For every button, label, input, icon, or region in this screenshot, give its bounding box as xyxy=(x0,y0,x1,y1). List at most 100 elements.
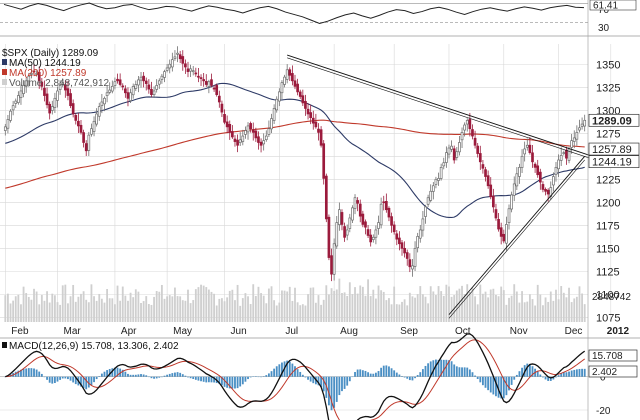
macd-histogram-bar xyxy=(95,376,98,380)
ma50-value-label-box xyxy=(588,155,640,169)
volume-bar xyxy=(137,291,140,322)
macd-histogram-bar xyxy=(466,367,469,377)
volume-bar xyxy=(312,287,315,322)
volume-bar xyxy=(150,304,153,322)
volume-bar xyxy=(495,294,497,322)
macd-histogram-bar xyxy=(531,366,534,377)
month-label: Aug xyxy=(340,326,358,337)
candle-body xyxy=(137,79,140,86)
volume-bar xyxy=(351,294,354,322)
macd-histogram-bar xyxy=(85,376,88,390)
volume-bar xyxy=(578,286,581,322)
volume-bar xyxy=(226,297,229,322)
volume-bar xyxy=(93,296,95,322)
volume-bar xyxy=(369,296,372,322)
volume-bar xyxy=(385,300,388,322)
candle-body xyxy=(580,123,584,127)
price-tick-label: 1175 xyxy=(596,220,620,232)
macd-histogram-bar xyxy=(372,373,375,377)
price-tick-label: 1200 xyxy=(596,197,620,209)
month-label: Jul xyxy=(285,326,298,337)
macd-histogram-bar xyxy=(369,373,372,377)
legend-entry: MA(50) 1244.19 xyxy=(9,58,81,69)
rsi-tick-label: 30 xyxy=(598,23,610,34)
candle-body xyxy=(61,82,65,86)
month-label: Nov xyxy=(510,326,528,337)
volume-bar xyxy=(56,302,59,322)
macd-histogram-bar xyxy=(267,373,270,377)
macd-histogram-bar xyxy=(281,362,283,377)
price-tick-label: 1350 xyxy=(596,59,620,71)
volume-bar xyxy=(77,296,80,322)
candle-body xyxy=(251,129,255,133)
candle-body xyxy=(494,209,498,219)
macd-histogram-bar xyxy=(573,369,576,377)
volume-bar xyxy=(320,304,323,322)
volume-bar xyxy=(40,295,43,322)
candle-body xyxy=(17,95,20,103)
candle-body xyxy=(77,120,80,127)
candle-body xyxy=(322,143,326,179)
macd-hist-label: 2.402 xyxy=(592,367,617,378)
candle-body xyxy=(186,68,190,72)
candle-body xyxy=(48,103,52,114)
price-tick-label: 1100 xyxy=(596,289,620,301)
macd-histogram-bar xyxy=(147,376,150,378)
volume-bar xyxy=(275,305,278,322)
candle-body xyxy=(184,63,187,68)
volume-bar xyxy=(479,284,482,322)
candle-body xyxy=(424,206,427,217)
candle-body xyxy=(330,255,333,275)
volume-bar xyxy=(513,284,516,322)
candle-body xyxy=(6,119,10,129)
macd-histogram-bar xyxy=(429,361,432,377)
macd-histogram-bar xyxy=(218,376,221,384)
candle-body xyxy=(319,129,323,146)
candle-body xyxy=(447,147,451,155)
candle-body xyxy=(103,97,106,105)
macd-histogram-bar xyxy=(299,371,302,377)
candle-body xyxy=(390,216,393,226)
volume-bar xyxy=(14,296,17,322)
volume-bar xyxy=(435,295,437,322)
rsi-line xyxy=(3,2,585,24)
volume-bar xyxy=(560,286,563,322)
macd-histogram-bar xyxy=(361,370,364,377)
volume-bar xyxy=(215,305,218,322)
macd-histogram-bar xyxy=(445,359,448,377)
volume-bar xyxy=(343,292,346,322)
volume-bar xyxy=(257,286,260,322)
volume-bar xyxy=(85,299,88,322)
volume-bar xyxy=(526,301,529,322)
candle-body xyxy=(139,76,143,81)
candle-body xyxy=(301,95,305,104)
macd-histogram-bar xyxy=(364,370,367,377)
volume-bar xyxy=(328,294,330,322)
volume-bar xyxy=(38,304,41,322)
candle-body xyxy=(392,224,396,233)
macd-histogram-bar xyxy=(234,376,236,389)
candle-body xyxy=(283,76,286,85)
candle-body xyxy=(567,148,571,161)
candle-body xyxy=(476,145,480,154)
candle-body xyxy=(160,75,164,80)
candle-body xyxy=(53,97,57,108)
candle-body xyxy=(202,79,205,82)
volume-bar xyxy=(403,299,406,322)
candle-body xyxy=(442,162,446,167)
candle-body xyxy=(165,67,169,71)
macd-histogram-bar xyxy=(320,376,323,387)
macd-histogram-bar xyxy=(562,372,565,377)
candle-body xyxy=(478,153,482,163)
candle-body xyxy=(473,137,477,146)
volume-bar xyxy=(80,293,82,322)
volume-bar xyxy=(270,286,273,322)
macd-histogram-bar xyxy=(495,376,497,397)
volume-bar xyxy=(72,284,75,322)
volume-bar xyxy=(64,284,67,322)
macd-histogram-bar xyxy=(448,360,450,377)
macd-histogram-bar xyxy=(72,376,75,383)
candle-body xyxy=(481,164,485,169)
candle-body xyxy=(134,84,138,89)
candle-body xyxy=(400,242,404,249)
